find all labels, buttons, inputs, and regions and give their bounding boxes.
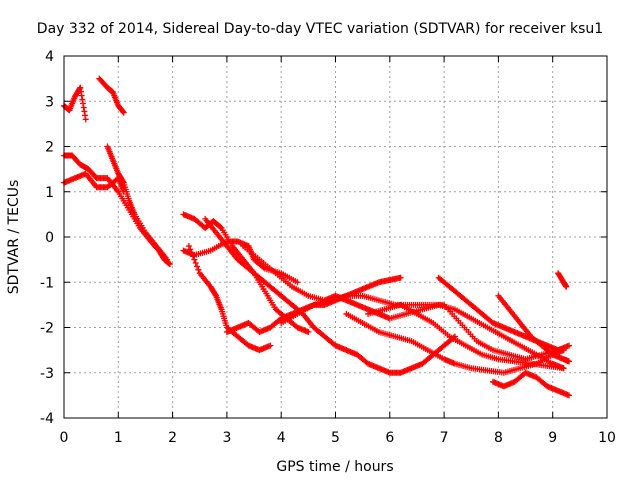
data-point-pass-n bbox=[560, 365, 567, 372]
data-point-pass-a bbox=[82, 112, 89, 119]
y-tick-label: 1 bbox=[45, 185, 54, 201]
y-tick-label: -2 bbox=[40, 321, 54, 337]
data-point-pass-g bbox=[194, 263, 201, 270]
data-point-pass-q bbox=[565, 392, 572, 399]
data-point-pass-l bbox=[565, 342, 572, 349]
data-point-pass-g bbox=[195, 266, 202, 273]
data-point-pass-c bbox=[166, 261, 173, 268]
data-marks bbox=[61, 75, 572, 399]
data-point-pass-a bbox=[78, 92, 85, 99]
y-tick-label: 0 bbox=[45, 230, 54, 246]
x-tick-label: 6 bbox=[385, 430, 394, 446]
data-point-pass-a bbox=[80, 104, 87, 111]
y-tick-label: -4 bbox=[40, 411, 54, 427]
chart-title: Day 332 of 2014, Sidereal Day-to-day VTE… bbox=[37, 21, 603, 37]
x-tick-label: 0 bbox=[60, 430, 69, 446]
x-tick-label: 7 bbox=[440, 430, 449, 446]
x-axis-label: GPS time / hours bbox=[276, 459, 393, 475]
y-tick-label: 3 bbox=[45, 94, 54, 110]
data-point-pass-a bbox=[80, 100, 87, 107]
x-tick-label: 2 bbox=[168, 430, 177, 446]
data-point-pass-g bbox=[192, 260, 199, 267]
y-tick-label: -1 bbox=[40, 275, 54, 291]
data-point-pass-r bbox=[563, 283, 570, 290]
x-tick-label: 5 bbox=[331, 430, 340, 446]
grid bbox=[64, 56, 607, 418]
data-point-pass-a bbox=[81, 108, 88, 115]
y-tick-label: -3 bbox=[40, 366, 54, 382]
x-tick-label: 4 bbox=[277, 430, 286, 446]
data-point-pass-b bbox=[120, 108, 127, 115]
data-point-pass-e bbox=[120, 178, 127, 185]
data-point-pass-g bbox=[185, 243, 192, 250]
plot-frame bbox=[63, 55, 608, 419]
x-tick-label: 3 bbox=[222, 430, 231, 446]
data-point-pass-e bbox=[164, 256, 171, 263]
data-point-pass-a bbox=[79, 96, 86, 103]
data-point-pass-a bbox=[82, 116, 89, 123]
data-point-pass-h bbox=[294, 279, 301, 286]
y-tick-label: 2 bbox=[45, 140, 54, 156]
data-point-pass-j bbox=[397, 274, 404, 281]
data-point-pass-o bbox=[560, 347, 567, 354]
data-point-pass-g bbox=[267, 342, 274, 349]
data-point-pass-a bbox=[77, 84, 84, 91]
data-point-pass-a bbox=[77, 88, 84, 95]
data-point-pass-f bbox=[217, 224, 224, 231]
x-tick-label: 1 bbox=[114, 430, 123, 446]
x-tick-label: 9 bbox=[548, 430, 557, 446]
data-point-pass-b bbox=[120, 109, 127, 116]
data-point-pass-p bbox=[565, 358, 572, 365]
data-point-pass-f bbox=[305, 329, 312, 336]
x-tick-label: 8 bbox=[494, 430, 503, 446]
y-axis-label: SDTVAR / TECUs bbox=[6, 180, 22, 295]
x-tick-label: 10 bbox=[598, 430, 616, 446]
y-tick-label: 4 bbox=[45, 49, 54, 65]
